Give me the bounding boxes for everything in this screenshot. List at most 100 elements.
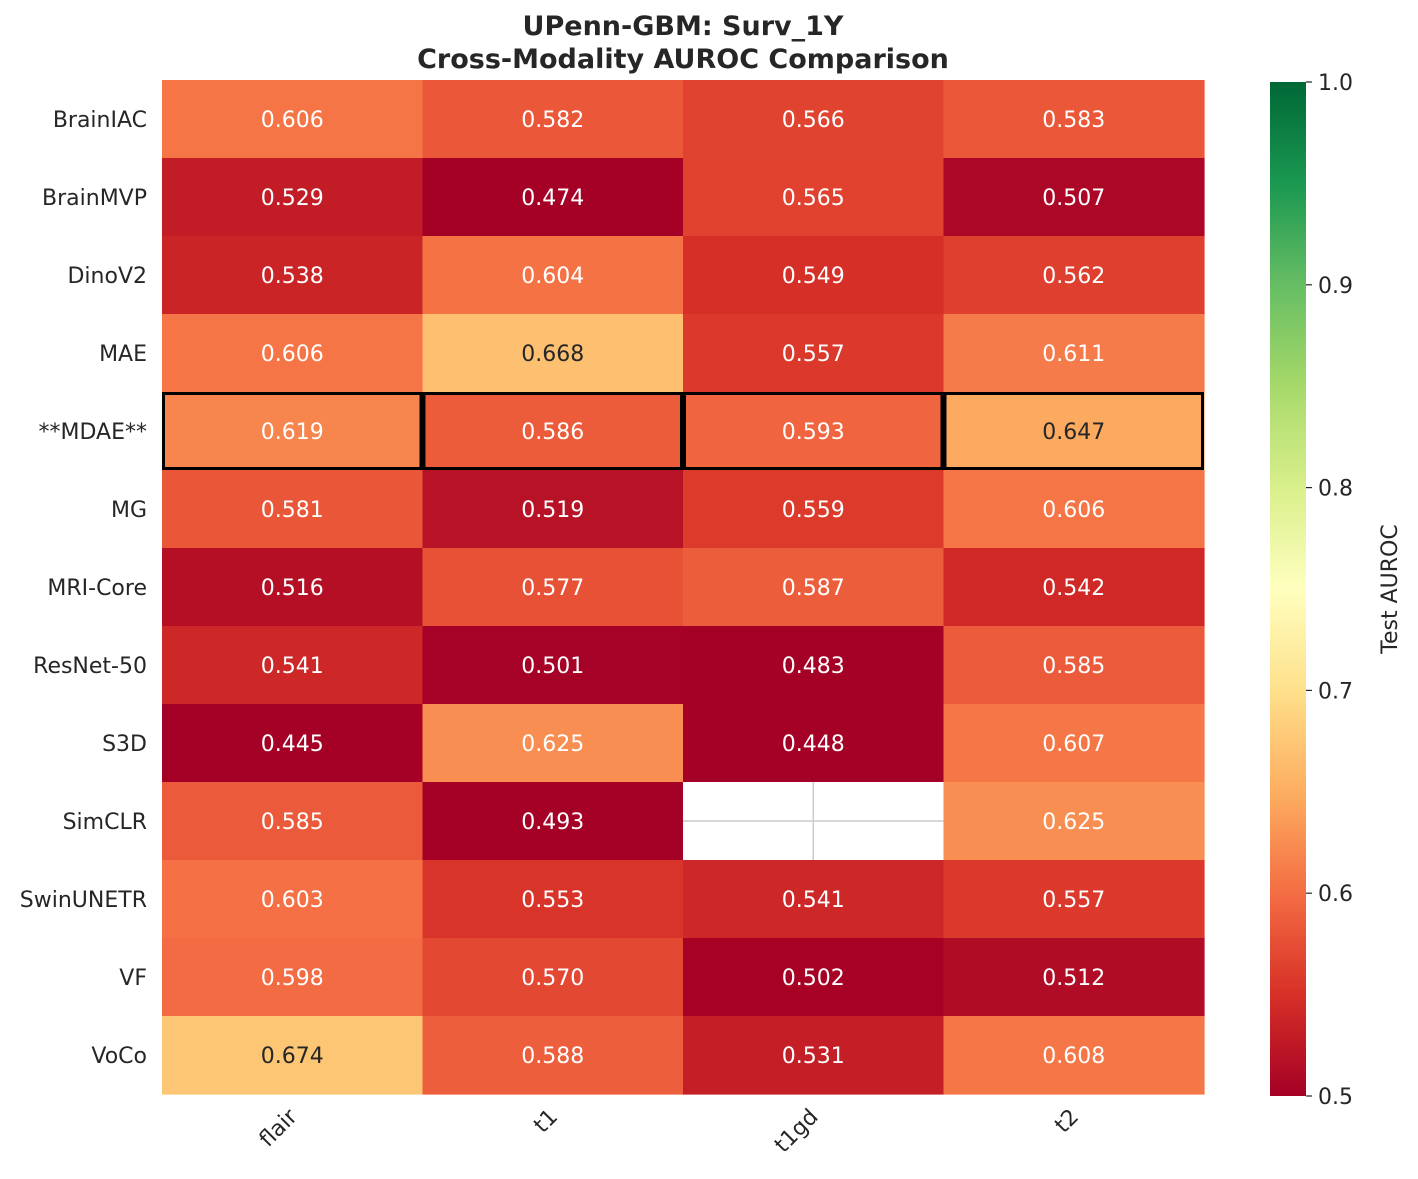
- y-tick-label: SwinUNETR: [20, 888, 147, 913]
- heatmap-cell-label: 0.445: [261, 732, 324, 757]
- heatmap-cell-label: 0.562: [1042, 264, 1105, 289]
- heatmap-cell: [943, 548, 1205, 627]
- heatmap-cell: [683, 236, 945, 315]
- heatmap-cell-label: 0.606: [261, 108, 324, 133]
- colorbar-gradient: [1270, 82, 1306, 1096]
- heatmap-cell-label: 0.531: [782, 1044, 845, 1069]
- colorbar-ticks: 0.5 0.6 0.7 0.8 0.9 1.0: [1306, 71, 1353, 1110]
- highlight-cell-border: [422, 392, 683, 470]
- highlight-cell-border: [943, 392, 1204, 470]
- x-tick-label: t1gd: [770, 1105, 823, 1158]
- heatmap-cell: [422, 158, 684, 237]
- heatmap-cell: [683, 860, 945, 939]
- colorbar-tick-label: 0.7: [1318, 679, 1353, 704]
- heatmap-cell: [943, 80, 1205, 159]
- heatmap-cell-label: 0.557: [782, 342, 845, 367]
- y-tick-label: SimCLR: [63, 810, 147, 835]
- heatmap-cell-label: 0.603: [261, 888, 324, 913]
- colorbar: 0.5 0.6 0.7 0.8 0.9 1.0 Test AUROC: [1270, 71, 1403, 1110]
- heatmap-cell: [683, 1016, 945, 1095]
- heatmap-cell: [943, 470, 1205, 549]
- heatmap-cell-label: 0.583: [1042, 108, 1105, 133]
- colorbar-tick-label: 0.9: [1318, 274, 1353, 299]
- heatmap-cell: [162, 860, 424, 939]
- heatmap-cell: [683, 626, 945, 705]
- y-tick-label: VF: [119, 966, 147, 991]
- heatmap-cell-label: 0.619: [261, 420, 324, 445]
- heatmap-cell-label: 0.516: [261, 576, 324, 601]
- heatmap-cell: [683, 548, 945, 627]
- heatmap-cell-label: 0.598: [261, 966, 324, 991]
- heatmap-cell-label: 0.577: [521, 576, 584, 601]
- heatmap-cell: [683, 470, 945, 549]
- heatmap-cell: [162, 938, 424, 1017]
- heatmap-cell-label: 0.585: [1042, 654, 1105, 679]
- heatmap-cell-label: 0.606: [261, 342, 324, 367]
- heatmap-cell: [683, 704, 945, 783]
- heatmap-cell-label: 0.483: [782, 654, 845, 679]
- heatmap-cell: [162, 704, 424, 783]
- chart-title-line-1: UPenn-GBM: Surv_1Y: [523, 11, 844, 42]
- heatmap-cell-label: 0.611: [1042, 342, 1105, 367]
- colorbar-label: Test AUROC: [1378, 524, 1403, 654]
- y-tick-label: MG: [111, 498, 147, 523]
- heatmap-cell: [422, 626, 684, 705]
- heatmap-cell-label: 0.565: [782, 186, 845, 211]
- heatmap-cell: [422, 236, 684, 315]
- heatmap-cell-label: 0.512: [1042, 966, 1105, 991]
- y-tick-label: **MDAE**: [39, 420, 148, 445]
- heatmap-cell-label: 0.566: [782, 108, 845, 133]
- heatmap-cell: [943, 626, 1205, 705]
- heatmap-cell: [943, 704, 1205, 783]
- heatmap-cell: [943, 314, 1205, 393]
- heatmap-cell: [422, 80, 684, 159]
- x-axis-tick-labels: flair t1 t1gd t2: [255, 1104, 1084, 1158]
- heatmap-cell: [422, 782, 684, 861]
- heatmap-cell-label: 0.501: [521, 654, 584, 679]
- chart-title: UPenn-GBM: Surv_1Y Cross-Modality AUROC …: [417, 11, 949, 75]
- heatmap-cell: [162, 392, 424, 471]
- heatmap-cell: [683, 314, 945, 393]
- heatmap-cell: [162, 626, 424, 705]
- y-tick-label: MRI-Core: [47, 576, 147, 601]
- y-tick-label: ResNet-50: [33, 654, 147, 679]
- heatmap-cell: [422, 860, 684, 939]
- heatmap-cell: [943, 158, 1205, 237]
- y-tick-label: BrainIAC: [53, 108, 147, 133]
- heatmap-cell: [943, 236, 1205, 315]
- heatmap-cell-label: 0.588: [521, 1044, 584, 1069]
- heatmap-cell: [162, 470, 424, 549]
- heatmap-cell: [162, 1016, 424, 1095]
- heatmap-cell: [422, 470, 684, 549]
- highlight-row-borders: [162, 392, 1204, 470]
- heatmap-cell: [683, 938, 945, 1017]
- heatmap-cell-label: 0.557: [1042, 888, 1105, 913]
- x-tick-label: t1: [529, 1105, 563, 1139]
- heatmap-cell-label: 0.538: [261, 264, 324, 289]
- heatmap-cell-label: 0.519: [521, 498, 584, 523]
- heatmap-cell: [943, 1016, 1205, 1095]
- heatmap-cell-label: 0.606: [1042, 498, 1105, 523]
- heatmap-cell-label: 0.581: [261, 498, 324, 523]
- y-tick-label: S3D: [102, 732, 147, 757]
- heatmap-cell: [683, 392, 945, 471]
- heatmap-cell-label: 0.502: [782, 966, 845, 991]
- heatmap-cell-label: 0.570: [521, 966, 584, 991]
- heatmap-cell-labels: 0.606 0.582 0.566 0.583 0.529 0.474 0.565 0.507…: [261, 108, 1105, 1069]
- y-tick-label: BrainMVP: [42, 186, 147, 211]
- x-tick-label: flair: [255, 1104, 303, 1152]
- heatmap-cell-label: 0.604: [521, 264, 584, 289]
- heatmap-cell-label: 0.559: [782, 498, 845, 523]
- heatmap-cell: [943, 860, 1205, 939]
- heatmap-cell-label: 0.549: [782, 264, 845, 289]
- heatmap-cell-label: 0.586: [521, 420, 584, 445]
- heatmap-cell-label: 0.625: [521, 732, 584, 757]
- y-axis-tick-labels: BrainIAC BrainMVP DinoV2 MAE **MDAE** MG MRI-C…: [20, 108, 147, 1069]
- colorbar-tick-label: 1.0: [1318, 71, 1353, 96]
- x-tick-label: t2: [1050, 1105, 1084, 1139]
- heatmap-cell: [943, 392, 1205, 471]
- heatmap-cell: [943, 938, 1205, 1017]
- colorbar-tick-label: 0.8: [1318, 477, 1353, 502]
- heatmap-cell: [162, 158, 424, 237]
- heatmap-cell: [683, 80, 945, 159]
